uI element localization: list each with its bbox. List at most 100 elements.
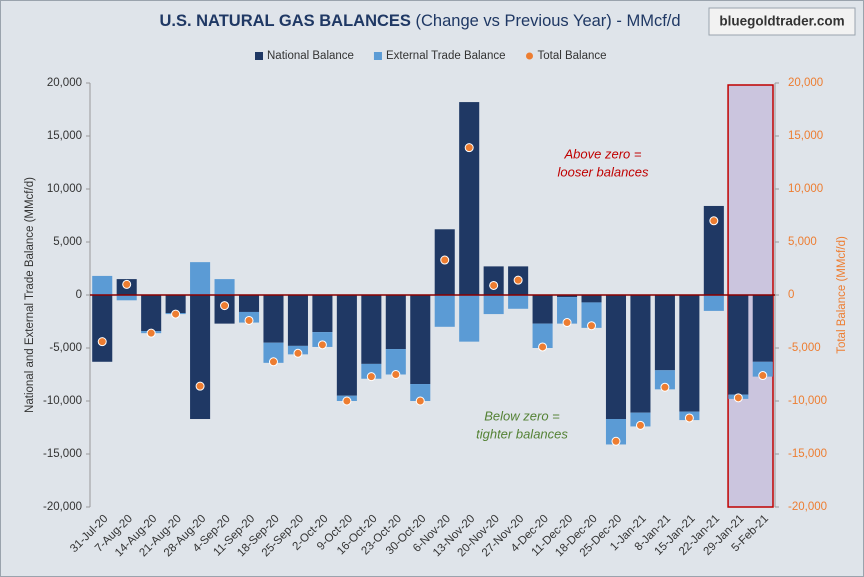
- watermark-box: [708, 7, 856, 36]
- total-dot: [538, 342, 548, 352]
- bar: [459, 295, 480, 342]
- y2-tick-label: 10,000: [788, 183, 823, 195]
- bar: [410, 295, 431, 385]
- y2-tick-label: 5,000: [788, 236, 817, 248]
- bar: [92, 275, 113, 295]
- legend-label: National Balance: [267, 50, 354, 62]
- bar: [459, 102, 480, 295]
- annotation: tighter balances: [476, 426, 568, 441]
- bar: [532, 295, 553, 324]
- legend-label: External Trade Balance: [386, 50, 506, 62]
- annotation: Below zero =: [484, 408, 560, 423]
- annotation: Above zero =: [564, 146, 642, 161]
- y2-tick-label: -20,000: [788, 501, 827, 513]
- legend-marker: [255, 52, 263, 60]
- y2-tick-label: -5,000: [788, 342, 821, 354]
- bar: [605, 419, 627, 445]
- legend: National Balance External Trade Balance To…: [255, 50, 607, 62]
- bar: [581, 295, 602, 303]
- bar: [434, 295, 455, 327]
- total-dot: [342, 396, 352, 406]
- bar: [238, 295, 260, 312]
- bar: [385, 349, 406, 375]
- total-dot: [97, 337, 107, 347]
- bar: [190, 262, 211, 295]
- bar: [361, 295, 382, 364]
- y2-tick-label: -10,000: [788, 395, 827, 407]
- total-dot: [684, 413, 694, 423]
- bar: [141, 295, 162, 332]
- bar: [190, 295, 211, 420]
- bar: [508, 295, 529, 309]
- y-tick-label: 20,000: [47, 77, 82, 89]
- bar: [483, 295, 504, 315]
- y-tick-label: 15,000: [47, 130, 82, 142]
- bar: [312, 295, 333, 333]
- y-tick-label: -20,000: [43, 501, 82, 513]
- bar: [605, 295, 627, 420]
- y-tick-label: 10,000: [47, 183, 82, 195]
- total-dot: [733, 393, 743, 403]
- bar: [410, 384, 431, 401]
- bar: [728, 295, 749, 395]
- bar: [287, 295, 308, 346]
- bar: [630, 412, 651, 427]
- total-dot: [513, 275, 523, 285]
- legend-marker: [373, 52, 382, 60]
- y-tick-label: -15,000: [43, 448, 82, 460]
- bar: [654, 370, 675, 390]
- total-dot: [440, 255, 450, 265]
- bar: [214, 279, 235, 295]
- total-dot: [415, 396, 425, 406]
- bar: [654, 295, 675, 371]
- chart-subtitle: (Change vs Previous Year) - MMcf/d: [416, 12, 681, 30]
- total-dot: [611, 436, 621, 446]
- bar: [703, 295, 724, 311]
- bar: [557, 297, 578, 324]
- total-dot: [220, 301, 230, 311]
- total-dot: [660, 382, 670, 392]
- bar: [116, 295, 137, 301]
- y-tick-label: -10,000: [43, 395, 82, 407]
- chart-title-group: U.S. NATURAL GAS BALANCES (Change vs Pre…: [159, 12, 680, 30]
- total-dot: [489, 280, 499, 290]
- bar: [263, 342, 284, 363]
- total-dot: [366, 372, 376, 382]
- total-dot: [587, 321, 597, 331]
- legend-label: Total Balance: [538, 50, 607, 62]
- total-dot: [171, 309, 181, 319]
- bar: [165, 295, 186, 314]
- bar: [361, 363, 382, 379]
- y2-tick-label: 20,000: [788, 77, 823, 89]
- y2-tick-label: 15,000: [788, 130, 823, 142]
- total-dot: [317, 340, 327, 350]
- legend-marker: [526, 52, 533, 60]
- bar: [385, 295, 406, 350]
- bar: [679, 295, 700, 412]
- y-tick-label: -5,000: [49, 342, 82, 354]
- total-dot: [391, 370, 401, 379]
- total-dot: [464, 143, 474, 153]
- bar: [532, 323, 553, 348]
- total-dot: [268, 357, 278, 367]
- total-dot: [244, 315, 254, 325]
- bar: [483, 266, 504, 295]
- total-dot: [758, 371, 768, 381]
- y2-tick-label: 0: [788, 289, 794, 301]
- total-dot: [293, 348, 303, 358]
- bar: [263, 295, 284, 343]
- annotation: looser balances: [557, 164, 649, 179]
- y-tick-label: 0: [76, 289, 82, 301]
- y2-axis-label: Total Balance (MMcf/d): [836, 236, 848, 354]
- bar: [630, 295, 651, 413]
- total-dot: [562, 318, 572, 328]
- bar: [336, 295, 357, 396]
- bar: [581, 302, 602, 328]
- total-dot: [122, 279, 132, 289]
- y-axis-label: National and External Trade Balance (MMc…: [24, 177, 36, 413]
- total-dot: [146, 328, 156, 338]
- bar: [557, 295, 578, 298]
- bar: [92, 295, 113, 362]
- chart-title: U.S. NATURAL GAS BALANCES: [159, 12, 410, 30]
